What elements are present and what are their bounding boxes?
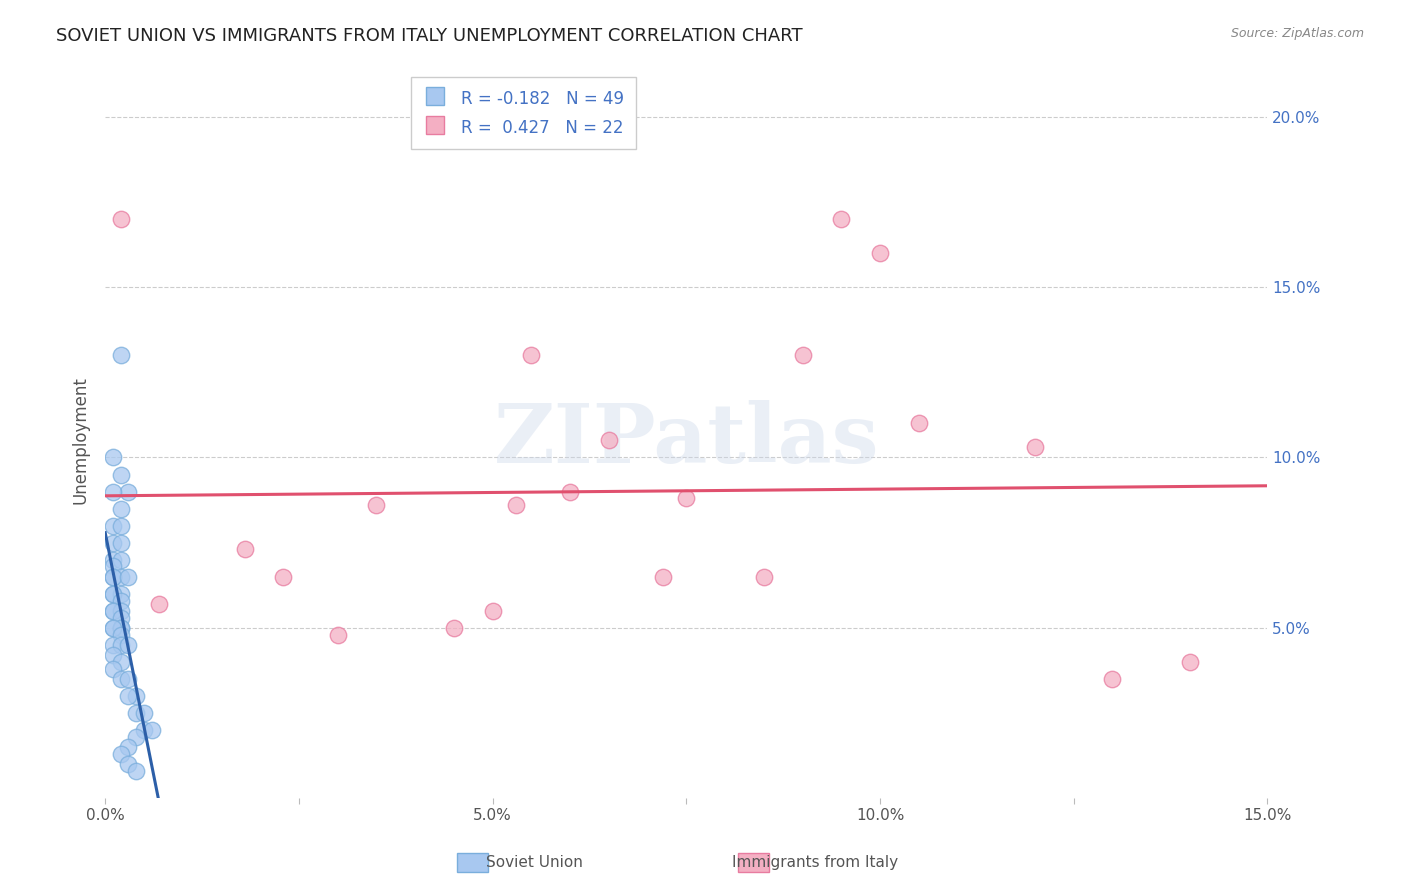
Point — [110, 593, 132, 607]
Point — [110, 604, 132, 618]
Point — [125, 764, 148, 778]
Point — [110, 610, 132, 624]
Y-axis label: Unemployment: Unemployment — [72, 376, 89, 504]
Point — [101, 552, 124, 566]
Text: Soviet Union: Soviet Union — [486, 855, 582, 870]
Point — [101, 570, 124, 584]
Point — [505, 498, 527, 512]
Point — [101, 621, 124, 635]
Point — [1178, 655, 1201, 669]
Point — [101, 604, 124, 618]
Point — [907, 417, 929, 431]
Point — [520, 348, 543, 362]
Point — [110, 672, 132, 686]
Point — [675, 491, 697, 506]
Point — [132, 706, 155, 720]
Point — [110, 570, 132, 584]
Point — [110, 518, 132, 533]
Point — [101, 648, 124, 662]
Point — [101, 535, 124, 549]
Point — [117, 672, 139, 686]
Point — [125, 706, 148, 720]
Point — [752, 570, 775, 584]
Point — [101, 662, 124, 676]
Point — [117, 689, 139, 703]
Point — [101, 484, 124, 499]
Point — [830, 212, 852, 227]
Point — [101, 604, 124, 618]
Point — [110, 621, 132, 635]
Point — [443, 621, 465, 635]
Point — [110, 348, 132, 362]
Text: Source: ZipAtlas.com: Source: ZipAtlas.com — [1230, 27, 1364, 40]
Point — [101, 621, 124, 635]
Point — [558, 484, 581, 499]
Point — [101, 559, 124, 574]
Legend: R = -0.182   N = 49, R =  0.427   N = 22: R = -0.182 N = 49, R = 0.427 N = 22 — [412, 77, 636, 149]
Point — [110, 655, 132, 669]
Point — [1024, 440, 1046, 454]
Point — [125, 730, 148, 744]
Point — [110, 747, 132, 761]
Point — [101, 638, 124, 652]
Point — [598, 434, 620, 448]
Point — [101, 518, 124, 533]
Point — [110, 552, 132, 566]
Point — [110, 212, 132, 227]
Point — [366, 498, 388, 512]
Point — [110, 621, 132, 635]
Point — [101, 570, 124, 584]
Point — [117, 484, 139, 499]
Point — [141, 723, 163, 737]
Point — [792, 348, 814, 362]
Point — [233, 542, 256, 557]
Point — [1101, 672, 1123, 686]
Point — [273, 570, 295, 584]
Point — [652, 570, 675, 584]
Text: Immigrants from Italy: Immigrants from Italy — [733, 855, 898, 870]
Point — [117, 739, 139, 754]
Point — [117, 570, 139, 584]
Point — [117, 757, 139, 772]
Text: ZIPatlas: ZIPatlas — [494, 401, 879, 481]
Point — [110, 627, 132, 641]
Point — [125, 689, 148, 703]
Point — [326, 627, 349, 641]
Point — [132, 723, 155, 737]
Point — [117, 638, 139, 652]
Point — [110, 501, 132, 516]
Point — [148, 597, 170, 611]
Text: SOVIET UNION VS IMMIGRANTS FROM ITALY UNEMPLOYMENT CORRELATION CHART: SOVIET UNION VS IMMIGRANTS FROM ITALY UN… — [56, 27, 803, 45]
Point — [110, 587, 132, 601]
Point — [481, 604, 503, 618]
Point — [101, 587, 124, 601]
Point — [110, 638, 132, 652]
Point — [101, 587, 124, 601]
Point — [110, 535, 132, 549]
Point — [869, 246, 891, 260]
Point — [101, 450, 124, 465]
Point — [110, 467, 132, 482]
